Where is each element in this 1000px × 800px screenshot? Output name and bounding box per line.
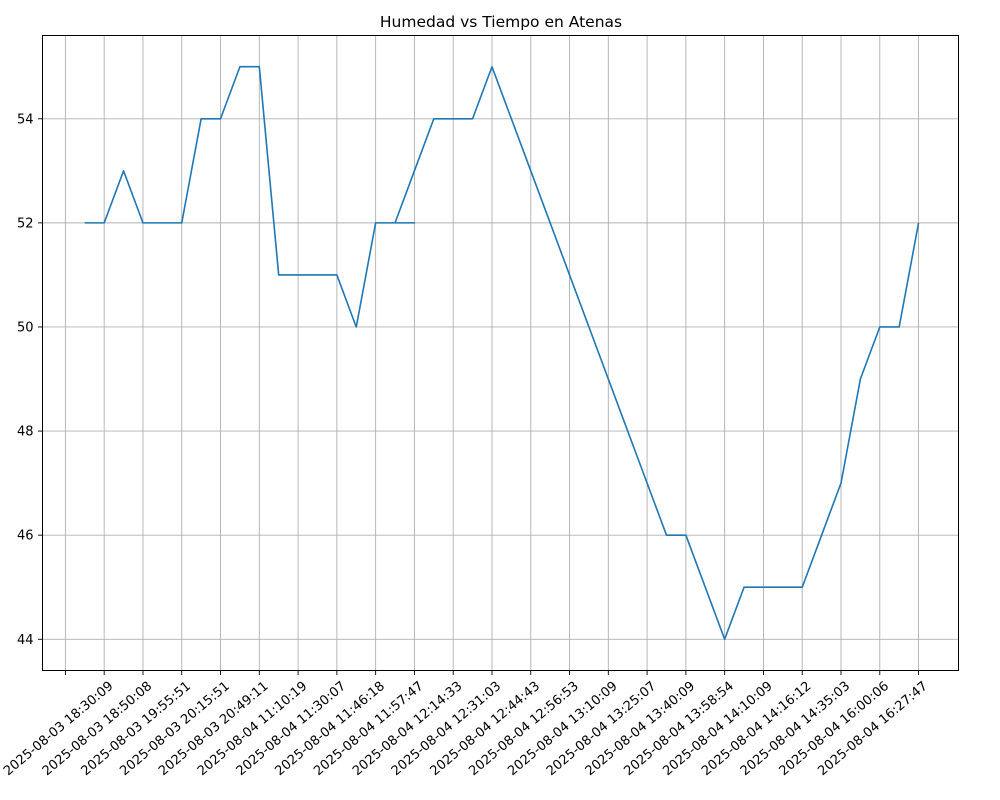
series-layer: [84, 65, 920, 641]
chart-title: Humedad vs Tiempo en Atenas: [380, 13, 622, 31]
y-tick-label: 52: [17, 216, 34, 231]
y-tick-label: 46: [17, 529, 34, 544]
plot-frame: [42, 35, 959, 671]
y-tick-label: 44: [17, 633, 34, 648]
grid-layer: [42, 35, 959, 671]
y-tick-label: 54: [17, 112, 34, 127]
y-tick-label: 48: [17, 425, 34, 440]
humidity-series-line: [84, 65, 920, 641]
y-tick-label: 50: [17, 320, 34, 335]
